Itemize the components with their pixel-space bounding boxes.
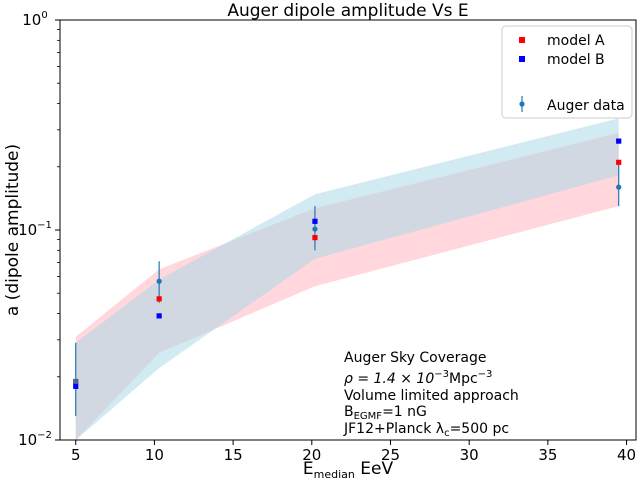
legend-marker-auger-data <box>519 101 525 107</box>
x-tick-label-25: 25 <box>381 446 400 464</box>
y-tick-label-1: 10−2 <box>18 430 52 449</box>
annotation-jf12-sub: c <box>444 428 450 439</box>
model-a-point-4 <box>616 159 622 165</box>
x-tick-label-20: 20 <box>302 446 321 464</box>
legend-marker-model-b <box>519 56 525 62</box>
legend-label-model-a: model A <box>547 33 605 49</box>
model-b-point-4 <box>616 138 622 144</box>
annotation-rho-text: ρ = 1.4 × 10 <box>344 371 434 387</box>
x-axis-label: Emedian EeV <box>303 459 394 480</box>
annotation-rho-exp: −3 <box>434 369 449 380</box>
annotation-jf12-after: =500 pc <box>450 421 510 437</box>
data-markers <box>73 138 622 389</box>
x-axis-label-subscript: median <box>314 468 355 480</box>
auger-data-point-2 <box>156 278 162 284</box>
band-2 <box>75 118 619 440</box>
x-tick-label-5: 5 <box>71 446 81 464</box>
annotation-b-sub: EGMF <box>354 411 383 422</box>
chart-title: Auger dipole amplitude Vs E <box>227 1 468 21</box>
annotation-jf12-text: JF12+Planck λ <box>343 421 444 437</box>
x-axis-ticks: 5 10 15 20 25 30 35 40 <box>71 440 636 464</box>
x-axis-label-main: E <box>303 459 314 479</box>
annotation-b-after: =1 nG <box>382 404 427 420</box>
annotation-rho-unit-exp: −3 <box>478 369 493 380</box>
model-b-point-2 <box>156 313 162 319</box>
x-tick-label-15: 15 <box>224 446 243 464</box>
x-tick-label-10: 10 <box>145 446 164 464</box>
y-axis-label: a (dipole amplitude) <box>3 144 23 316</box>
legend-label-auger-data: Auger data <box>547 98 625 114</box>
model-a-point-2 <box>156 296 162 302</box>
y-tick-label-3: 100 <box>22 10 47 29</box>
confidence-bands <box>75 118 619 440</box>
auger-data-point-4 <box>616 184 622 190</box>
legend: model A model B Auger data <box>501 25 633 119</box>
annotation-b-text: B <box>344 404 354 420</box>
x-tick-label-35: 35 <box>538 446 557 464</box>
annotation-rho-unit: Mpc <box>449 371 478 387</box>
y-tick-label-2: 10−1 <box>18 220 52 239</box>
auger-data-point-3 <box>312 226 318 232</box>
annotation-line-5: JF12+Planck λc=500 pc <box>343 421 509 439</box>
x-tick-label-30: 30 <box>460 446 479 464</box>
legend-marker-model-a <box>519 37 525 43</box>
x-tick-label-40: 40 <box>617 446 636 464</box>
model-b-point-1 <box>73 383 79 389</box>
auger-data-point-1 <box>73 378 79 385</box>
y-axis-ticks: 10−2 10−1 100 <box>18 10 60 449</box>
legend-label-model-b: model B <box>547 52 605 68</box>
x-axis-label-unit: EeV <box>355 459 394 479</box>
annotation-line-3: Volume limited approach <box>344 388 519 404</box>
model-b-point-3 <box>312 218 318 224</box>
legend-box <box>501 25 633 119</box>
model-a-point-3 <box>312 235 318 241</box>
annotation-block: Auger Sky Coverage ρ = 1.4 × 10−3Mpc−3 V… <box>343 350 519 439</box>
annotation-line-2: ρ = 1.4 × 10−3Mpc−3 <box>344 369 492 387</box>
annotation-line-1: Auger Sky Coverage <box>344 350 486 366</box>
annotation-line-4: BEGMF=1 nG <box>344 404 427 422</box>
